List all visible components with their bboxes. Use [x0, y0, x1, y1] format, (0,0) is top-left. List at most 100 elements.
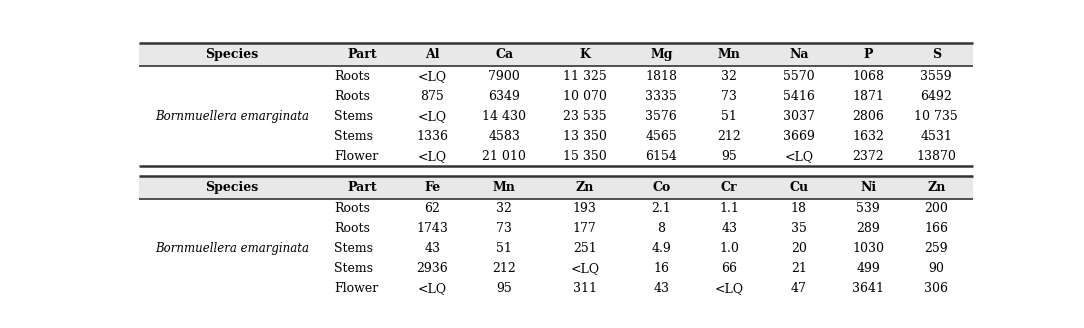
Text: 73: 73	[721, 90, 737, 103]
Text: 4583: 4583	[488, 130, 520, 143]
Text: Roots: Roots	[334, 222, 370, 235]
Text: Roots: Roots	[334, 90, 370, 103]
Text: 5416: 5416	[783, 90, 815, 103]
Text: 4531: 4531	[920, 130, 952, 143]
Text: K: K	[579, 48, 590, 61]
Text: 6154: 6154	[645, 150, 678, 163]
Text: 10 735: 10 735	[915, 110, 958, 123]
Text: 212: 212	[492, 262, 516, 275]
Text: Part: Part	[348, 181, 377, 194]
Text: 311: 311	[572, 282, 597, 295]
Text: 177: 177	[572, 222, 596, 235]
Text: 1.1: 1.1	[720, 202, 739, 215]
Text: <LQ: <LQ	[784, 150, 813, 163]
Text: Cr: Cr	[721, 181, 737, 194]
Text: Na: Na	[789, 48, 809, 61]
Text: 1743: 1743	[416, 222, 448, 235]
Text: 4565: 4565	[645, 130, 678, 143]
Text: <LQ: <LQ	[417, 150, 447, 163]
Text: Zn: Zn	[927, 181, 945, 194]
Text: 43: 43	[654, 282, 669, 295]
Text: 13 350: 13 350	[563, 130, 607, 143]
Text: S: S	[931, 48, 941, 61]
Text: Mg: Mg	[650, 48, 672, 61]
Text: 5570: 5570	[783, 70, 814, 83]
Text: Al: Al	[425, 48, 439, 61]
Text: Bornmuellera emarginata: Bornmuellera emarginata	[155, 242, 309, 255]
Text: 16: 16	[654, 262, 669, 275]
Text: 43: 43	[721, 222, 737, 235]
Text: 306: 306	[925, 282, 948, 295]
Text: 3576: 3576	[645, 110, 678, 123]
Text: Roots: Roots	[334, 202, 370, 215]
Text: 1871: 1871	[852, 90, 885, 103]
Text: 62: 62	[424, 202, 440, 215]
Text: 43: 43	[424, 242, 440, 255]
Text: Mn: Mn	[493, 181, 516, 194]
Bar	[139, 176, 972, 199]
Text: 21 010: 21 010	[482, 150, 526, 163]
Text: 11 325: 11 325	[563, 70, 607, 83]
Text: Roots: Roots	[334, 70, 370, 83]
Text: Stems: Stems	[334, 130, 373, 143]
Text: 289: 289	[856, 222, 880, 235]
Text: Stems: Stems	[334, 110, 373, 123]
Text: 51: 51	[721, 110, 737, 123]
Text: 15 350: 15 350	[563, 150, 607, 163]
Text: 3037: 3037	[783, 110, 815, 123]
Text: 73: 73	[496, 222, 512, 235]
Text: 166: 166	[925, 222, 948, 235]
Text: 875: 875	[421, 90, 444, 103]
Text: 1030: 1030	[852, 242, 885, 255]
Text: 499: 499	[856, 262, 880, 275]
Text: Flower: Flower	[334, 150, 378, 163]
Text: P: P	[864, 48, 873, 61]
Text: 14 430: 14 430	[482, 110, 526, 123]
Text: 51: 51	[496, 242, 512, 255]
Text: 251: 251	[572, 242, 596, 255]
Text: Ni: Ni	[861, 181, 876, 194]
Text: 259: 259	[925, 242, 948, 255]
Text: Flower: Flower	[334, 282, 378, 295]
Text: 2.1: 2.1	[651, 202, 671, 215]
Text: 47: 47	[791, 282, 806, 295]
Text: Stems: Stems	[334, 242, 373, 255]
Text: Bornmuellera emarginata: Bornmuellera emarginata	[155, 110, 309, 123]
Text: 7900: 7900	[488, 70, 520, 83]
Text: 35: 35	[791, 222, 806, 235]
Text: 3559: 3559	[920, 70, 952, 83]
Text: 66: 66	[721, 262, 737, 275]
Text: 1.0: 1.0	[720, 242, 739, 255]
Text: 193: 193	[572, 202, 596, 215]
Text: 6349: 6349	[488, 90, 520, 103]
Text: 200: 200	[925, 202, 948, 215]
Text: 1336: 1336	[416, 130, 448, 143]
Text: 4.9: 4.9	[651, 242, 671, 255]
Text: 2372: 2372	[852, 150, 885, 163]
Bar	[139, 43, 972, 66]
Text: Co: Co	[653, 181, 670, 194]
Text: 32: 32	[721, 70, 737, 83]
Text: 23 535: 23 535	[563, 110, 607, 123]
Text: 18: 18	[790, 202, 806, 215]
Text: 32: 32	[496, 202, 512, 215]
Text: 13870: 13870	[916, 150, 956, 163]
Text: <LQ: <LQ	[417, 110, 447, 123]
Text: <LQ: <LQ	[570, 262, 599, 275]
Text: Fe: Fe	[424, 181, 440, 194]
Text: <LQ: <LQ	[417, 70, 447, 83]
Text: 20: 20	[791, 242, 806, 255]
Text: 95: 95	[722, 150, 737, 163]
Text: Ca: Ca	[495, 48, 513, 61]
Text: Species: Species	[205, 48, 258, 61]
Text: 3335: 3335	[645, 90, 678, 103]
Text: <LQ: <LQ	[714, 282, 744, 295]
Text: Mn: Mn	[718, 48, 740, 61]
Text: 212: 212	[718, 130, 741, 143]
Text: 2806: 2806	[852, 110, 885, 123]
Text: Zn: Zn	[576, 181, 594, 194]
Text: 1818: 1818	[645, 70, 678, 83]
Text: Stems: Stems	[334, 262, 373, 275]
Text: 21: 21	[791, 262, 806, 275]
Text: 1068: 1068	[852, 70, 885, 83]
